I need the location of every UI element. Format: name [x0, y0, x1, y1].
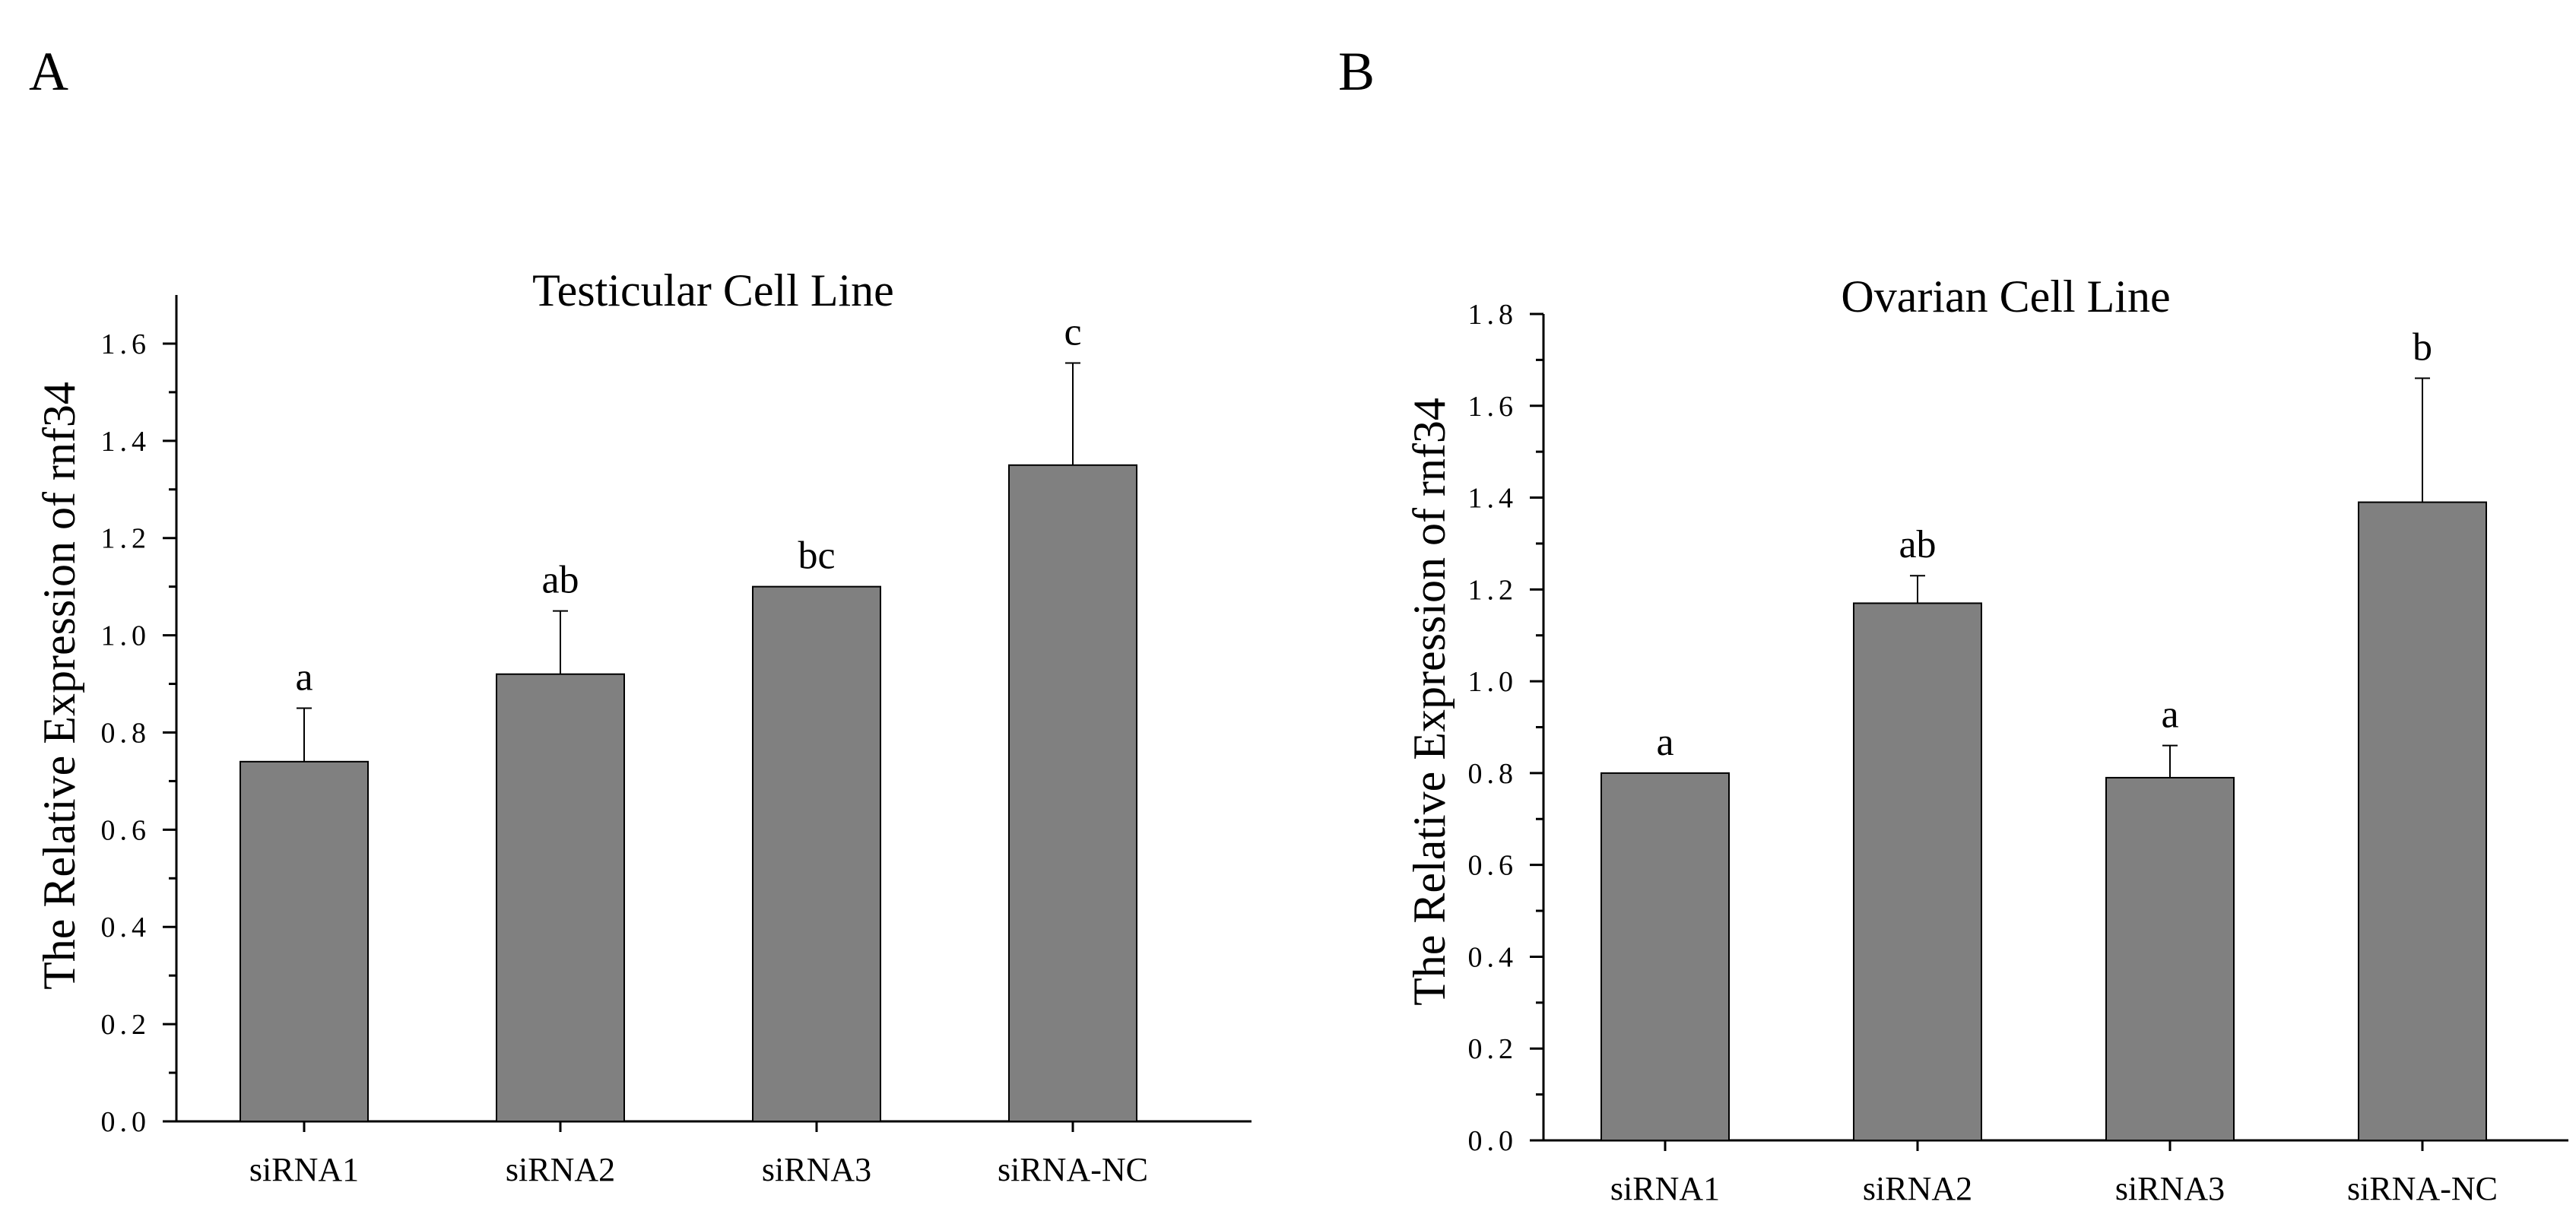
bar-siRNA2 [1853, 602, 1982, 1141]
panel-b: B Ovarian Cell Line The Relative Express… [1338, 41, 2568, 1207]
bar-siRNA3 [752, 585, 881, 1122]
x-tick-label-siRNA2: siRNA2 [506, 1151, 615, 1188]
bar-siRNA3 [2105, 776, 2235, 1142]
y-tick-label: 1.2 [1468, 574, 1518, 606]
x-tick-label-siRNA3: siRNA3 [2115, 1170, 2225, 1207]
y-tick-label: 0.0 [101, 1106, 151, 1138]
y-tick-label: 1.6 [1468, 391, 1518, 423]
bar-siRNA1 [240, 760, 369, 1122]
x-tick-label-siRNA1: siRNA1 [1610, 1170, 1720, 1207]
chart-title-b: Ovarian Cell Line [1841, 271, 2170, 322]
panel-label-a: A [29, 41, 68, 102]
y-tick-label: 0.8 [101, 717, 151, 749]
y-tick-label: 0.6 [101, 814, 151, 846]
y-tick-label: 0.8 [1468, 758, 1518, 790]
y-tick-label: 1.4 [1468, 483, 1518, 515]
x-tick-label-siRNA2: siRNA2 [1863, 1170, 1972, 1207]
significance-label-siRNA3: a [2161, 693, 2178, 737]
y-tick-label: 0.4 [1468, 941, 1518, 973]
y-tick-label: 1.8 [1468, 299, 1518, 331]
x-tick-label-siRNA1: siRNA1 [249, 1151, 359, 1188]
y-tick-label: 0.2 [1468, 1033, 1518, 1065]
significance-label-siRNA-NC: c [1064, 311, 1081, 354]
significance-label-siRNA2: ab [541, 559, 579, 602]
y-tick-label: 1.2 [101, 523, 151, 555]
y-tick-label: 0.6 [1468, 850, 1518, 882]
x-tick-label-siRNA-NC: siRNA-NC [2347, 1170, 2498, 1207]
x-tick-label-siRNA3: siRNA3 [762, 1151, 871, 1188]
bar-siRNA-NC [2358, 501, 2487, 1141]
bar-siRNA1 [1600, 772, 1730, 1142]
y-tick-label: 0.0 [1468, 1125, 1518, 1157]
chart-title-a: Testicular Cell Line [532, 265, 894, 316]
significance-label-siRNA2: ab [1899, 523, 1936, 566]
panel-a: A Testicular Cell Line The Relative Expr… [29, 41, 1252, 1188]
y-axis-label-b: The Relative Expression of rnf34 [1404, 398, 1455, 1006]
significance-label-siRNA3: bc [798, 534, 835, 578]
y-tick-label: 0.2 [101, 1009, 151, 1041]
y-tick-label: 0.4 [101, 912, 151, 943]
bar-siRNA-NC [1008, 464, 1137, 1122]
significance-label-siRNA-NC: b [2413, 326, 2432, 369]
y-tick-label: 1.0 [1468, 666, 1518, 698]
x-tick-label-siRNA-NC: siRNA-NC [998, 1151, 1148, 1188]
y-tick-label: 1.0 [101, 620, 151, 652]
y-axis-label-a: The Relative Expression of rnf34 [34, 382, 84, 990]
y-tick-label: 1.6 [101, 328, 151, 360]
y-tick-label: 1.4 [101, 426, 151, 458]
plot-area-b: 0.0 0.2 0.4 0.6 0.8 1.0 1.2 1.4 1.6 1.8 siRNA1 a siR… [1468, 299, 2568, 1207]
significance-label-siRNA1: a [1656, 721, 1673, 764]
plot-area-a: 0.0 0.2 0.4 0.6 0.8 1.0 1.2 1.4 1.6 siRNA1 a siRNA2… [101, 295, 1252, 1188]
panel-label-b: B [1338, 41, 1375, 102]
bar-siRNA2 [496, 673, 625, 1122]
significance-label-siRNA1: a [295, 656, 312, 699]
